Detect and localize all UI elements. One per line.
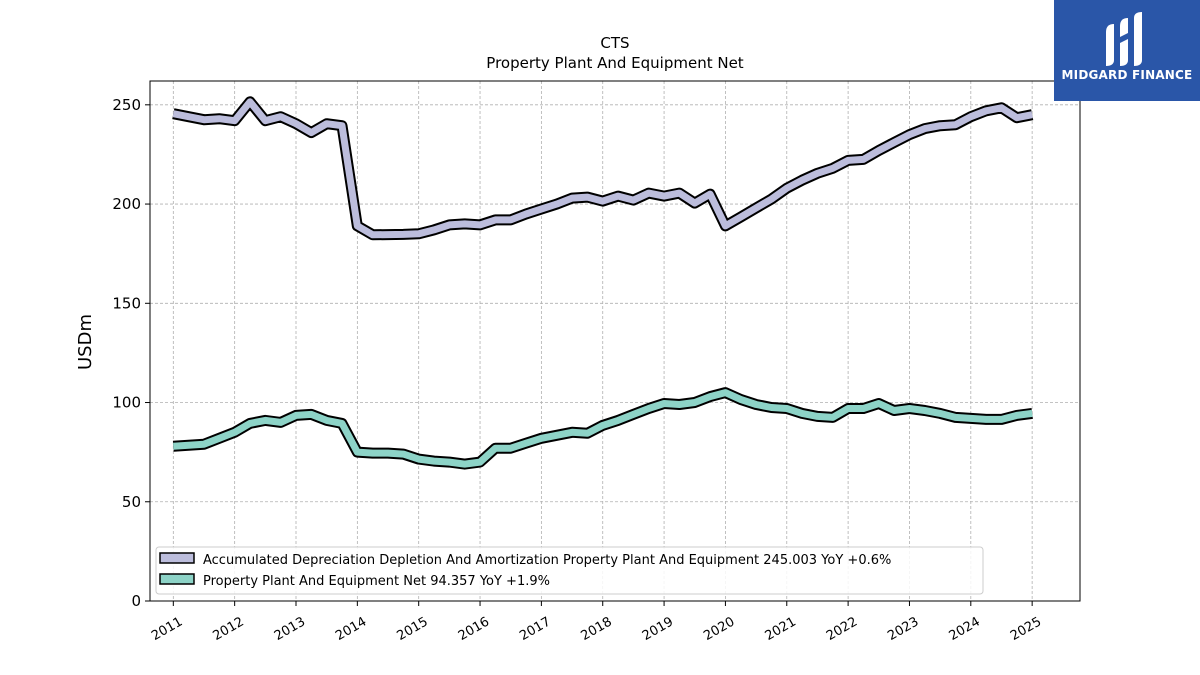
legend-label-ppe: Property Plant And Equipment Net 94.357 … <box>203 574 550 589</box>
plot-frame <box>149 80 1081 602</box>
y-tick-label: 200 <box>112 195 141 213</box>
x-tick-label: 2016 <box>456 614 492 644</box>
chart-subtitle: Property Plant And Equipment Net <box>486 54 743 72</box>
x-tick-label: 2013 <box>272 614 308 644</box>
x-tick-label: 2012 <box>210 614 246 644</box>
legend-label-accumulated: Accumulated Depreciation Depletion And A… <box>203 553 891 568</box>
midgard-logo-icon <box>1106 12 1142 66</box>
x-tick-label: 2021 <box>763 614 799 644</box>
x-tick-label: 2015 <box>395 614 431 644</box>
y-tick-label: 0 <box>131 592 141 610</box>
x-tick-label: 2019 <box>640 614 676 644</box>
y-tick-label: 100 <box>112 394 141 412</box>
x-tick-label: 2022 <box>824 614 860 644</box>
series-lines <box>172 96 1034 470</box>
x-tick-label: 2020 <box>701 614 737 644</box>
series-ppe <box>172 387 1033 470</box>
legend-box <box>155 546 984 595</box>
x-tick-label: 2024 <box>947 614 983 644</box>
y-tick-label: 250 <box>112 96 141 114</box>
y-axis-label: USDm <box>75 314 96 370</box>
grid <box>150 81 1080 602</box>
x-tick-label: 2014 <box>333 614 369 644</box>
legend-swatch-ppe <box>159 573 195 585</box>
logo-text: MIDGARD FINANCE <box>1061 68 1193 82</box>
midgard-logo: MIDGARD FINANCE <box>1054 0 1200 101</box>
chart-title: CTS <box>600 34 629 52</box>
y-tick-label: 50 <box>122 493 141 511</box>
legend-swatch-accumulated <box>159 552 195 564</box>
legend: Accumulated Depreciation Depletion And A… <box>155 546 984 595</box>
series-accumulated <box>172 96 1034 241</box>
series-line <box>173 389 1033 468</box>
x-tick-label: 2017 <box>517 614 553 644</box>
x-tick-label: 2025 <box>1008 614 1044 644</box>
x-tick-label: 2011 <box>149 614 185 644</box>
series-line <box>172 98 1033 239</box>
x-tick-label: 2018 <box>579 614 615 644</box>
x-tick-label: 2023 <box>885 614 921 644</box>
y-tick-label: 150 <box>112 294 141 312</box>
